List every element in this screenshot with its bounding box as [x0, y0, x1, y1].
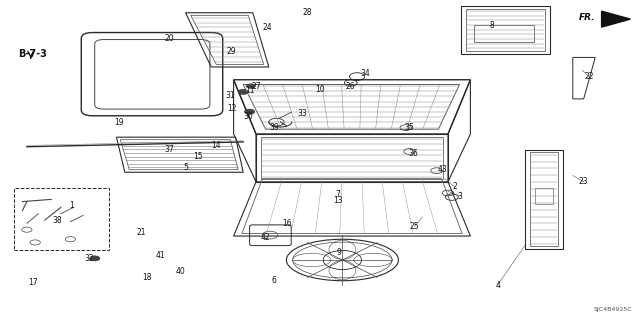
Text: 25: 25: [410, 222, 420, 231]
Text: FR.: FR.: [579, 13, 595, 22]
Text: B-7-3: B-7-3: [18, 49, 47, 59]
Text: 12: 12: [227, 104, 236, 113]
Text: 34: 34: [360, 69, 370, 78]
Circle shape: [238, 89, 248, 94]
Text: 27: 27: [251, 82, 261, 91]
Text: 6: 6: [271, 276, 276, 285]
Text: 26: 26: [346, 82, 356, 91]
Text: 41: 41: [155, 251, 165, 260]
Text: 10: 10: [315, 85, 325, 94]
Bar: [474, 25, 534, 42]
Text: 19: 19: [114, 118, 124, 127]
Text: 2: 2: [452, 182, 457, 191]
Circle shape: [244, 109, 255, 114]
Text: 18: 18: [143, 273, 152, 282]
Text: 20: 20: [164, 34, 175, 43]
Text: 23: 23: [579, 177, 589, 186]
Text: 22: 22: [584, 72, 593, 81]
Circle shape: [246, 84, 255, 88]
Text: 39: 39: [269, 123, 279, 132]
Text: 28: 28: [303, 8, 312, 17]
Text: 43: 43: [438, 165, 448, 174]
Text: 9: 9: [337, 248, 342, 256]
Text: 24: 24: [262, 23, 273, 32]
Circle shape: [90, 256, 100, 261]
Text: 11: 11: [245, 86, 254, 95]
Text: 1: 1: [69, 201, 74, 210]
Text: 37: 37: [164, 145, 175, 154]
Text: 33: 33: [297, 109, 307, 118]
Text: 40: 40: [175, 267, 186, 276]
Text: 14: 14: [211, 141, 221, 150]
Polygon shape: [602, 11, 630, 27]
Text: 3: 3: [457, 192, 462, 201]
Text: 17: 17: [28, 278, 38, 287]
Text: 4: 4: [495, 281, 500, 290]
Text: 29: 29: [227, 47, 237, 56]
Text: 16: 16: [282, 219, 292, 228]
Text: 31: 31: [225, 91, 236, 100]
Text: 15: 15: [193, 152, 204, 161]
Text: 21: 21: [136, 228, 145, 237]
Text: 35: 35: [404, 123, 415, 132]
Text: 36: 36: [408, 149, 418, 158]
Text: 42: 42: [260, 233, 271, 242]
Text: 32: 32: [84, 254, 95, 263]
Text: 8: 8: [489, 21, 494, 30]
Text: SJC4B4925C: SJC4B4925C: [594, 307, 632, 312]
Text: 30: 30: [243, 112, 253, 121]
Bar: [535, 188, 553, 204]
Text: 7: 7: [335, 190, 340, 199]
Text: 13: 13: [333, 197, 343, 205]
Text: 38: 38: [52, 216, 63, 225]
Text: 5: 5: [183, 163, 188, 172]
